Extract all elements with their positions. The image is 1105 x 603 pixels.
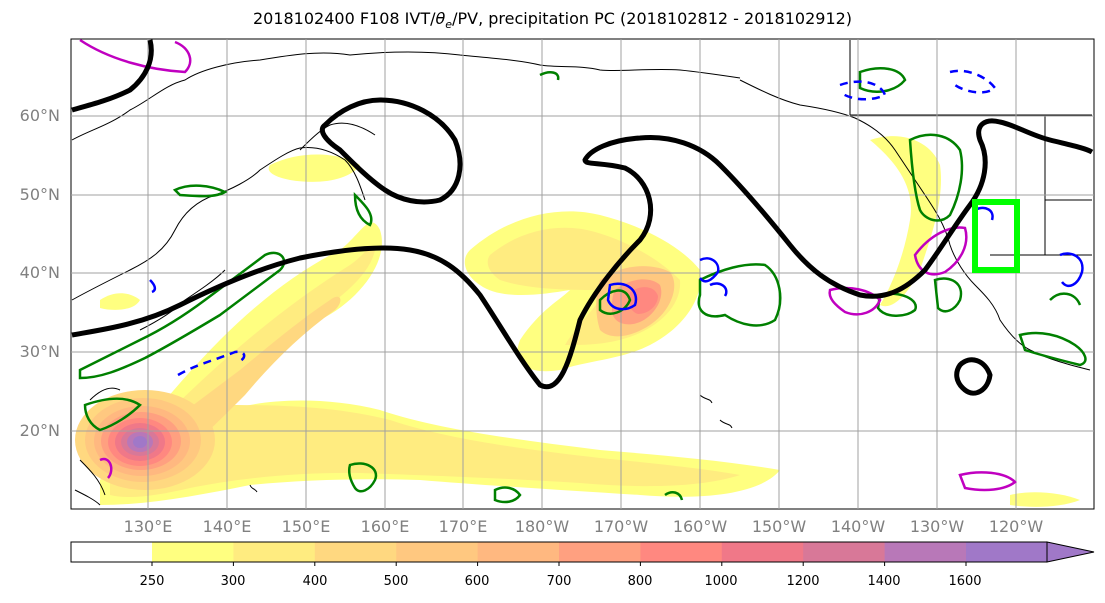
theta-e-contours xyxy=(78,67,1087,504)
lon-label-180w: 180°W xyxy=(514,517,570,536)
colorbar-label: 1600 xyxy=(948,574,982,589)
colorbar-bin xyxy=(559,542,641,562)
colorbar-bin xyxy=(884,542,967,562)
colorbar-label: 600 xyxy=(464,574,490,589)
lon-label-150w: 150°W xyxy=(751,517,807,536)
colorbar-under-bin xyxy=(71,542,152,562)
lat-label-30: 30°N xyxy=(19,342,60,361)
colorbar-label: 800 xyxy=(627,574,653,589)
lon-label-150e: 150°E xyxy=(281,517,331,536)
ivt-contours xyxy=(71,39,1094,396)
lon-label-130e: 130°E xyxy=(123,517,173,536)
region-highlight-box xyxy=(972,199,1020,273)
colorbar-bin xyxy=(314,542,397,562)
colorbar-label: 400 xyxy=(302,574,328,589)
colorbar-label: 250 xyxy=(139,574,165,589)
colorbar-bin xyxy=(640,542,723,562)
lon-label-140e: 140°E xyxy=(202,517,252,536)
lat-label-60: 60°N xyxy=(19,106,60,125)
colorbar-bin xyxy=(477,542,560,562)
lat-label-40: 40°N xyxy=(19,263,60,282)
lon-label-120w: 120°W xyxy=(988,517,1044,536)
colorbar-bin xyxy=(152,542,234,562)
lon-label-170e: 170°E xyxy=(438,517,488,536)
lon-label-160e: 160°E xyxy=(360,517,410,536)
colorbar xyxy=(71,542,1047,566)
lon-label-130w: 130°W xyxy=(909,517,965,536)
colorbar-bin xyxy=(966,542,1047,562)
colorbar-frame xyxy=(70,541,1048,563)
colorbar-label: 500 xyxy=(383,574,409,589)
lon-label-160w: 160°W xyxy=(672,517,728,536)
graticule xyxy=(71,39,1094,509)
lon-label-170w: 170°W xyxy=(593,517,649,536)
colorbar-bin xyxy=(396,542,479,562)
colorbar-label: 1200 xyxy=(786,574,820,589)
colorbar-extend-arrow xyxy=(1046,541,1095,563)
colorbar-bin xyxy=(721,542,804,562)
map-title: 2018102400 F108 IVT/θe/PV, precipitation… xyxy=(252,9,853,32)
ivt-shading xyxy=(75,136,1080,507)
coastlines xyxy=(71,40,1092,506)
pv-contours-positive xyxy=(79,38,1017,492)
colorbar-label: 700 xyxy=(546,574,572,589)
colorbar-label: 300 xyxy=(220,574,246,589)
colorbar-bin xyxy=(803,542,886,562)
lon-label-140w: 140°W xyxy=(830,517,886,536)
lat-label-50: 50°N xyxy=(19,185,60,204)
typhoon-core-shading xyxy=(75,390,215,490)
lat-label-20: 20°N xyxy=(19,421,60,440)
colorbar-label: 1000 xyxy=(704,574,738,589)
colorbar-label: 1400 xyxy=(867,574,901,589)
colorbar-bin xyxy=(233,542,316,562)
